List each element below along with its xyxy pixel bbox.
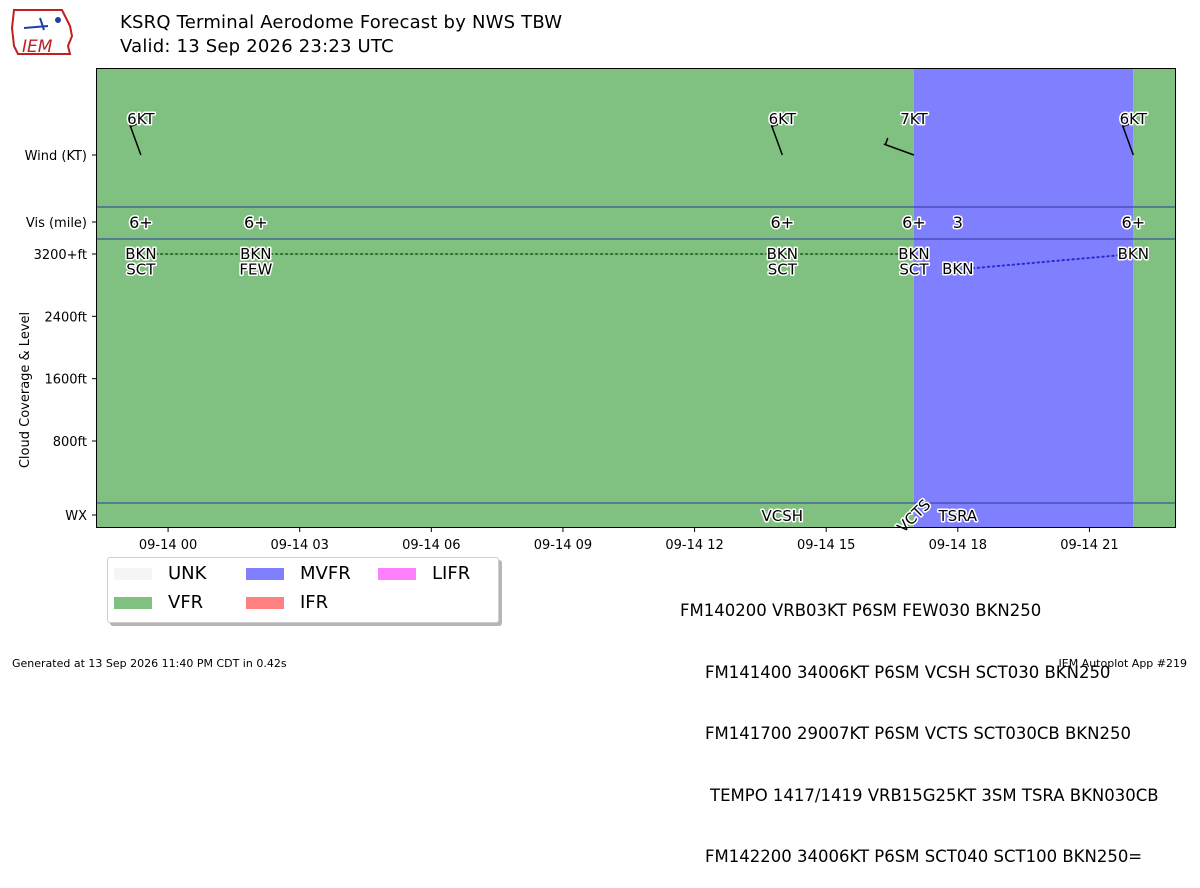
visibility-label: 6+ [771, 213, 795, 232]
wind-barb [1121, 124, 1135, 156]
axes: Wind (KT) Vis (mile) WX 3200+ft 2400ft 1600ft… [18, 149, 1119, 553]
wind-barbs [129, 123, 1135, 156]
cloud-layer-label: BKN [240, 245, 271, 263]
visibility-label: 6+ [1122, 213, 1146, 232]
y-tick-label: 800ft [53, 435, 87, 450]
weather-label: TSRA [937, 507, 977, 525]
chart-subtitle: Valid: 13 Sep 2026 23:23 UTC [120, 36, 394, 57]
y-tick-label: Vis (mile) [26, 216, 87, 231]
legend-label-ifr: IFR [300, 592, 329, 613]
taf-text: FM140200 VRB03KT P6SM FEW030 BKN250 FM14… [680, 560, 1159, 888]
cloud-layer-label: SCT [768, 261, 798, 279]
legend-label-lifr: LIFR [432, 563, 471, 584]
cloud-layer-label: BKN [767, 245, 798, 263]
legend-label-mvfr: MVFR [300, 563, 351, 584]
y-tick-label: Wind (KT) [25, 149, 87, 164]
visibility-label: 6+ [244, 213, 268, 232]
x-tick-label: 09-14 06 [402, 538, 460, 553]
legend: UNK MVFR LIFR VFR IFR [107, 557, 499, 623]
wind-barb [129, 124, 142, 156]
wind-barb [770, 124, 784, 156]
taf-line: FM140200 VRB03KT P6SM FEW030 BKN250 [680, 601, 1042, 620]
visibility-label: 3 [953, 213, 963, 232]
band-vfr [97, 69, 914, 527]
x-tick-label: 09-14 21 [1060, 538, 1118, 553]
x-tick-label: 09-14 12 [665, 538, 723, 553]
wind-barb [883, 143, 915, 156]
legend-label-vfr: VFR [168, 592, 204, 613]
taf-line: FM142200 34006KT P6SM SCT040 SCT100 BKN2… [705, 847, 1143, 866]
y-tick-label: WX [65, 509, 87, 524]
y-tick-label: 1600ft [44, 373, 87, 388]
y-tick-label: 3200+ft [34, 248, 87, 263]
logo-text: IEM [22, 37, 53, 57]
ceiling-lines [139, 253, 1135, 271]
cloud-layer-label: BKN [125, 245, 156, 263]
footer-app: IEM Autoplot App #219 [1058, 657, 1188, 670]
legend-swatch-unk [114, 568, 152, 580]
wind-barb-feather [884, 137, 889, 145]
wind-label: 6KT [769, 110, 797, 128]
x-tick-label: 09-14 00 [139, 538, 197, 553]
cloud-layer-label: BKN [1118, 245, 1149, 263]
visibility-label: 6+ [129, 213, 153, 232]
legend-swatch-vfr [114, 597, 152, 609]
tempo-cloud-label: BKN [942, 260, 973, 278]
wind-barb-feather [1122, 123, 1130, 128]
visibility-label: 6+ [902, 213, 926, 232]
footer-generated: Generated at 13 Sep 2026 11:40 PM CDT in… [12, 657, 287, 670]
y-tick-label: 2400ft [44, 310, 87, 325]
x-tick-label: 09-14 09 [534, 538, 592, 553]
plot-frame [96, 68, 1176, 528]
taf-line: TEMPO 1417/1419 VRB15G25KT 3SM TSRA BKN0… [710, 785, 1159, 805]
cloud-layer-label: SCT [899, 261, 929, 279]
chart-title: KSRQ Terminal Aerodome Forecast by NWS T… [120, 12, 563, 33]
x-tick-label: 09-14 03 [270, 538, 328, 553]
ceiling-line [956, 253, 1135, 271]
x-tick-label: 09-14 15 [797, 538, 855, 553]
wind-barb-feather [771, 123, 779, 128]
iem-logo: IEM [10, 9, 74, 57]
panel-separators [97, 206, 1175, 504]
legend-swatch-lifr [378, 568, 416, 580]
wind-label: 7KT [900, 110, 928, 128]
legend-swatch-ifr [246, 597, 284, 609]
y-axis-label: Cloud Coverage & Level [18, 312, 33, 468]
legend-label-unk: UNK [168, 563, 207, 584]
cloud-layer-label: FEW [239, 261, 272, 279]
wind-label: 6KT [1120, 110, 1148, 128]
band-vfr [1133, 69, 1175, 527]
weather-label: VCSH [762, 507, 804, 525]
taf-line: FM141700 29007KT P6SM VCTS SCT030CB BKN2… [705, 724, 1131, 743]
x-tick-label: 09-14 18 [929, 538, 987, 553]
wind-barb-feather [130, 123, 138, 128]
cloud-layer-label: BKN [898, 245, 929, 263]
legend-swatch-mvfr [246, 568, 284, 580]
cloud-layer-label: SCT [126, 261, 156, 279]
band-mvfr [913, 69, 1134, 527]
wind-label: 6KT [127, 110, 155, 128]
flight-category-bands [97, 69, 1175, 527]
